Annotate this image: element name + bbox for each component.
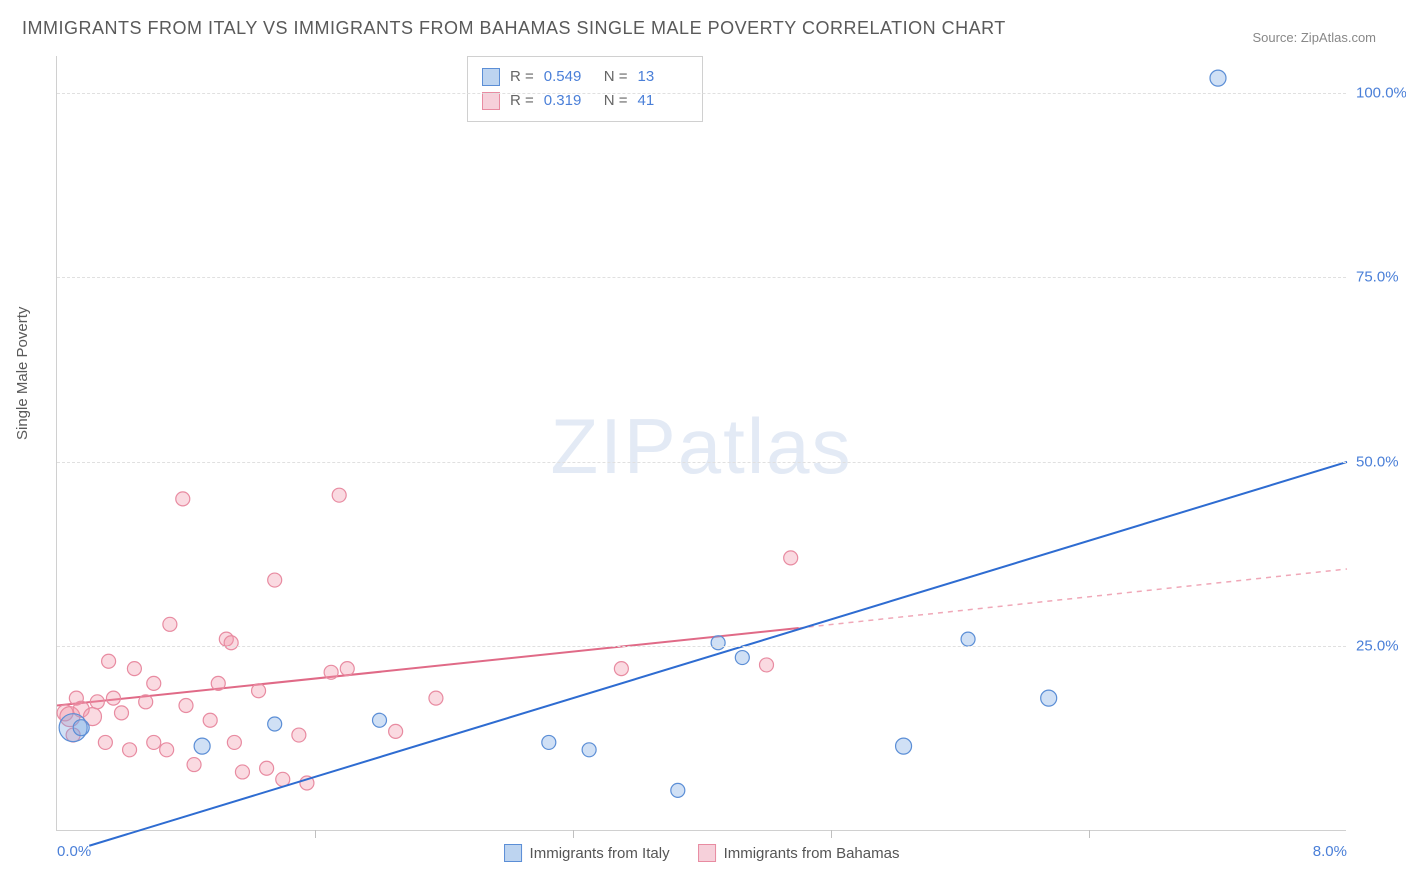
swatch-bahamas: [482, 92, 500, 110]
y-axis-label: Single Male Poverty: [14, 307, 31, 440]
gridline: [57, 277, 1346, 278]
gridline: [57, 93, 1346, 94]
ytick-label: 75.0%: [1356, 269, 1406, 286]
gridline: [57, 462, 1346, 463]
stat-row-italy: R = 0.549 N = 13: [482, 65, 688, 89]
xtick: [1089, 830, 1090, 838]
plot-area: ZIPatlas R = 0.549 N = 13 R = 0.319 N = …: [56, 56, 1346, 831]
stat-r-label: R =: [510, 65, 534, 89]
ytick-label: 100.0%: [1356, 84, 1406, 101]
stat-n-val-italy: 13: [638, 65, 688, 89]
ytick-label: 25.0%: [1356, 638, 1406, 655]
swatch-italy: [482, 68, 500, 86]
xtick-label: 0.0%: [57, 843, 91, 860]
legend-swatch-bahamas: [698, 844, 716, 862]
stat-r-val-italy: 0.549: [544, 65, 594, 89]
legend-label-bahamas: Immigrants from Bahamas: [724, 845, 900, 862]
chart-title: IMMIGRANTS FROM ITALY VS IMMIGRANTS FROM…: [22, 18, 1006, 39]
xtick: [315, 830, 316, 838]
stat-box: R = 0.549 N = 13 R = 0.319 N = 41: [467, 56, 703, 122]
legend-label-italy: Immigrants from Italy: [530, 845, 670, 862]
source-label: Source: ZipAtlas.com: [1252, 30, 1376, 45]
legend-swatch-italy: [504, 844, 522, 862]
chart-svg: [57, 56, 1347, 831]
xtick-label: 8.0%: [1313, 843, 1347, 860]
ytick-label: 50.0%: [1356, 453, 1406, 470]
gridline: [57, 646, 1346, 647]
xtick: [573, 830, 574, 838]
legend-item-bahamas: Immigrants from Bahamas: [698, 844, 900, 862]
stat-n-label: N =: [604, 65, 628, 89]
xtick: [831, 830, 832, 838]
legend-bottom: Immigrants from Italy Immigrants from Ba…: [504, 844, 900, 862]
legend-item-italy: Immigrants from Italy: [504, 844, 670, 862]
